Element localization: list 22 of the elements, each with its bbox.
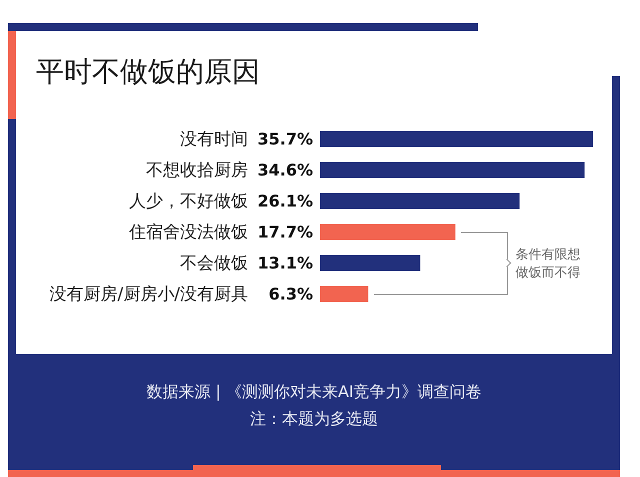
y-tick-label: 不想收拾厨房 [146,160,248,181]
bar [320,224,456,240]
bar [320,255,420,271]
bar [320,193,520,209]
source-note: 数据来源 | 《测测你对未来AI竞争力》调查问卷 [145,381,483,403]
annotation: 条件有限想做饭而不得 [515,248,580,280]
bar [320,286,368,302]
bar [320,162,585,178]
data-label: 35.7% [257,130,313,149]
data-label: 34.6% [257,160,313,180]
bar [320,131,593,147]
chart-title: 平时不做饭的原因 [36,54,260,90]
y-tick-label: 住宿舍没法做饭 [128,222,248,243]
text: 注：本题为多选题 [249,408,379,430]
data-label: 26.1% [257,192,313,211]
y-tick-label: 没有厨房/厨房小/没有厨具 [50,284,248,305]
y-tick-label: 不会做饭 [180,254,248,274]
y-tick-label: 没有时间 [180,130,248,150]
y-tick-label: 人少，不好做饭 [129,192,248,212]
data-label: 13.1% [257,254,313,273]
data-label: 6.3% [268,284,313,304]
data-label: 17.7% [257,222,313,242]
